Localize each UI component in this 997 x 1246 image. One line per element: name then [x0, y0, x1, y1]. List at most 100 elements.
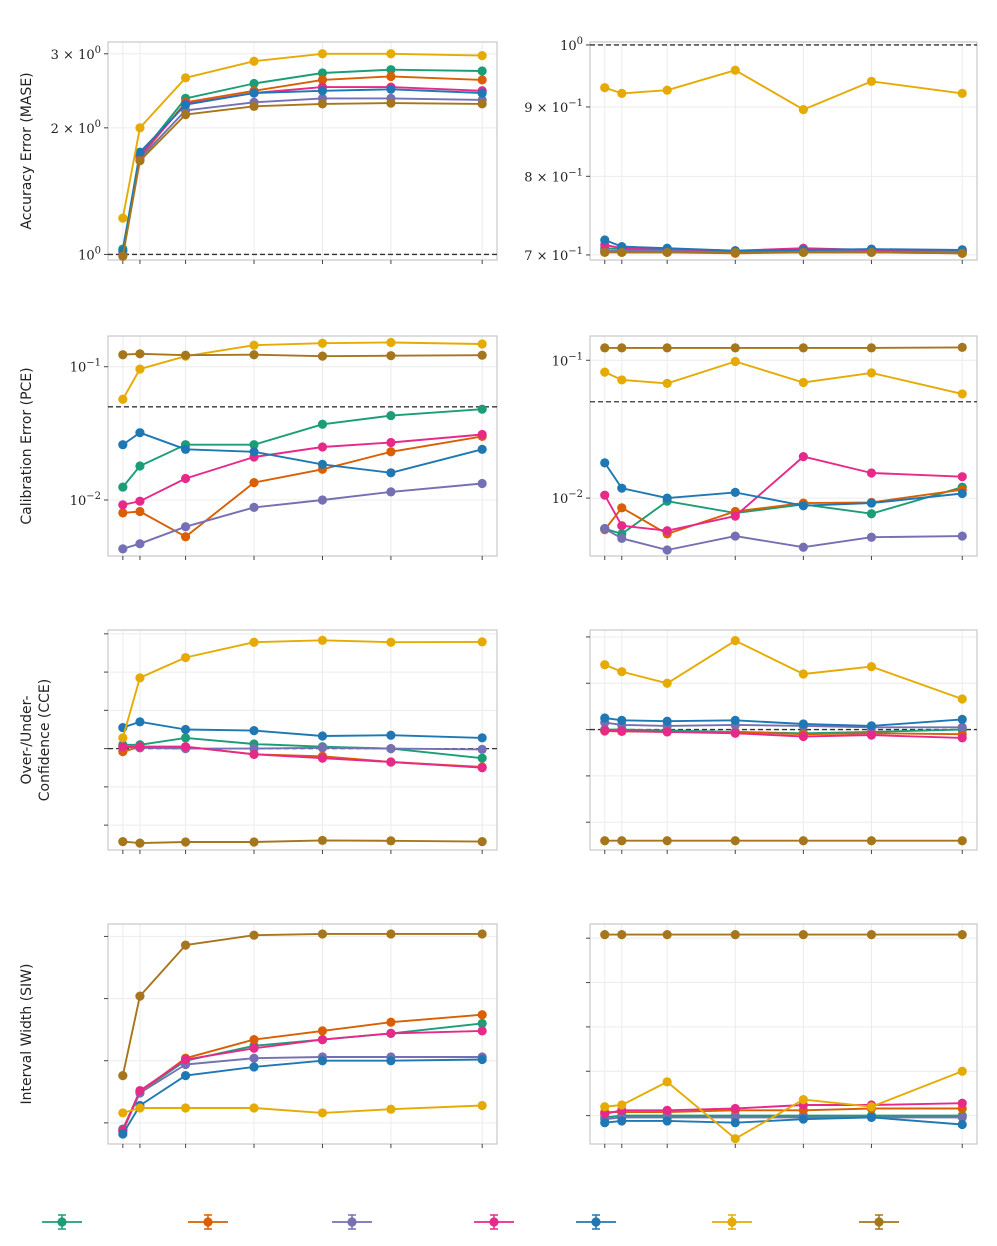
data-point	[957, 472, 967, 482]
data-point	[798, 104, 808, 115]
y-tick-mantissa: 7	[524, 249, 532, 264]
data-point	[477, 753, 487, 763]
data-point	[180, 110, 191, 120]
y-tick-exponent: 0	[95, 45, 101, 56]
plot-frame	[107, 629, 498, 851]
data-point	[477, 929, 487, 939]
data-point	[386, 836, 396, 846]
data-point	[730, 487, 740, 497]
data-point	[386, 1104, 396, 1114]
data-point	[600, 524, 610, 534]
data-point	[249, 1053, 259, 1063]
data-point	[866, 836, 877, 846]
plot-frame	[107, 41, 498, 261]
data-point	[386, 65, 396, 75]
data-point	[180, 1071, 191, 1081]
y-tick-mantissa: 3	[51, 48, 59, 63]
panel-cce-linear: Over-/Under- Confidence (CCE)	[19, 629, 498, 854]
data-point	[249, 88, 259, 98]
data-point	[730, 1118, 740, 1128]
data-point	[477, 75, 487, 85]
data-point	[662, 343, 672, 353]
y-axis-label: Interval Width (SIW)	[19, 964, 35, 1105]
data-point	[180, 522, 191, 532]
data-point	[730, 356, 740, 367]
y-tick-label: 9 × 10−1	[524, 98, 583, 116]
plot-frame	[107, 335, 498, 557]
legend-marker	[727, 1217, 737, 1227]
data-point	[957, 1066, 967, 1076]
data-point	[600, 713, 610, 723]
data-point	[662, 678, 672, 688]
data-point	[866, 730, 877, 740]
data-point	[386, 1028, 396, 1038]
data-point	[798, 836, 808, 846]
data-point	[798, 451, 808, 462]
data-point	[249, 930, 259, 940]
legend-marker	[874, 1217, 884, 1227]
data-point	[249, 749, 259, 759]
data-point	[477, 836, 487, 847]
data-point	[317, 75, 328, 85]
data-point	[118, 350, 128, 360]
data-point	[317, 442, 328, 452]
data-point	[118, 251, 128, 261]
data-point	[249, 447, 259, 457]
y-tick-exponent: −1	[568, 167, 583, 178]
panel-siw-iid	[586, 923, 978, 1148]
data-point	[386, 337, 396, 348]
y-tick-times: ×	[533, 101, 552, 116]
data-point	[957, 342, 967, 352]
data-point	[317, 1108, 328, 1118]
data-point	[662, 1105, 672, 1115]
data-point	[662, 545, 672, 555]
data-point	[249, 440, 259, 450]
data-point	[600, 458, 610, 468]
y-tick-base: 10	[78, 48, 95, 63]
data-point	[135, 428, 145, 438]
plot-frame	[107, 923, 498, 1145]
y-axis-label: Calibration Error (PCE)	[19, 367, 35, 524]
data-point	[386, 98, 396, 108]
data-point	[180, 742, 191, 752]
data-point	[317, 753, 328, 763]
y-axis-label: Accuracy Error (MASE)	[19, 72, 35, 229]
y-tick-label: 10−2	[552, 489, 583, 507]
data-point	[662, 716, 672, 726]
data-point	[118, 733, 128, 743]
data-point	[477, 339, 487, 349]
y-tick-times: ×	[533, 249, 552, 264]
data-point	[730, 1103, 740, 1114]
data-point	[477, 1018, 487, 1029]
data-point	[477, 350, 487, 360]
data-point	[249, 637, 259, 647]
y-tick-label: 10−1	[70, 358, 101, 376]
data-point	[798, 669, 808, 679]
legend-item	[188, 1214, 228, 1230]
data-point	[180, 350, 191, 360]
data-point	[386, 410, 396, 421]
data-point	[798, 731, 808, 742]
data-point	[600, 235, 610, 245]
data-point	[957, 714, 967, 724]
data-point	[180, 733, 191, 743]
data-point	[662, 493, 672, 503]
legend-item	[42, 1214, 82, 1230]
data-point	[386, 744, 396, 754]
data-point	[317, 351, 328, 361]
y-tick-times: ×	[533, 170, 552, 185]
data-point	[730, 715, 740, 725]
data-point	[798, 1114, 808, 1124]
data-point	[617, 836, 627, 846]
data-point	[798, 719, 808, 729]
legend-marker	[489, 1217, 499, 1227]
data-point	[866, 930, 877, 940]
y-axis-label-line-2: Confidence (CCE)	[37, 679, 53, 802]
data-point	[135, 838, 145, 848]
legend-item	[474, 1214, 514, 1230]
y-tick-base: 10	[78, 122, 95, 137]
data-point	[386, 351, 396, 361]
data-point	[957, 1098, 967, 1108]
data-point	[249, 340, 259, 350]
